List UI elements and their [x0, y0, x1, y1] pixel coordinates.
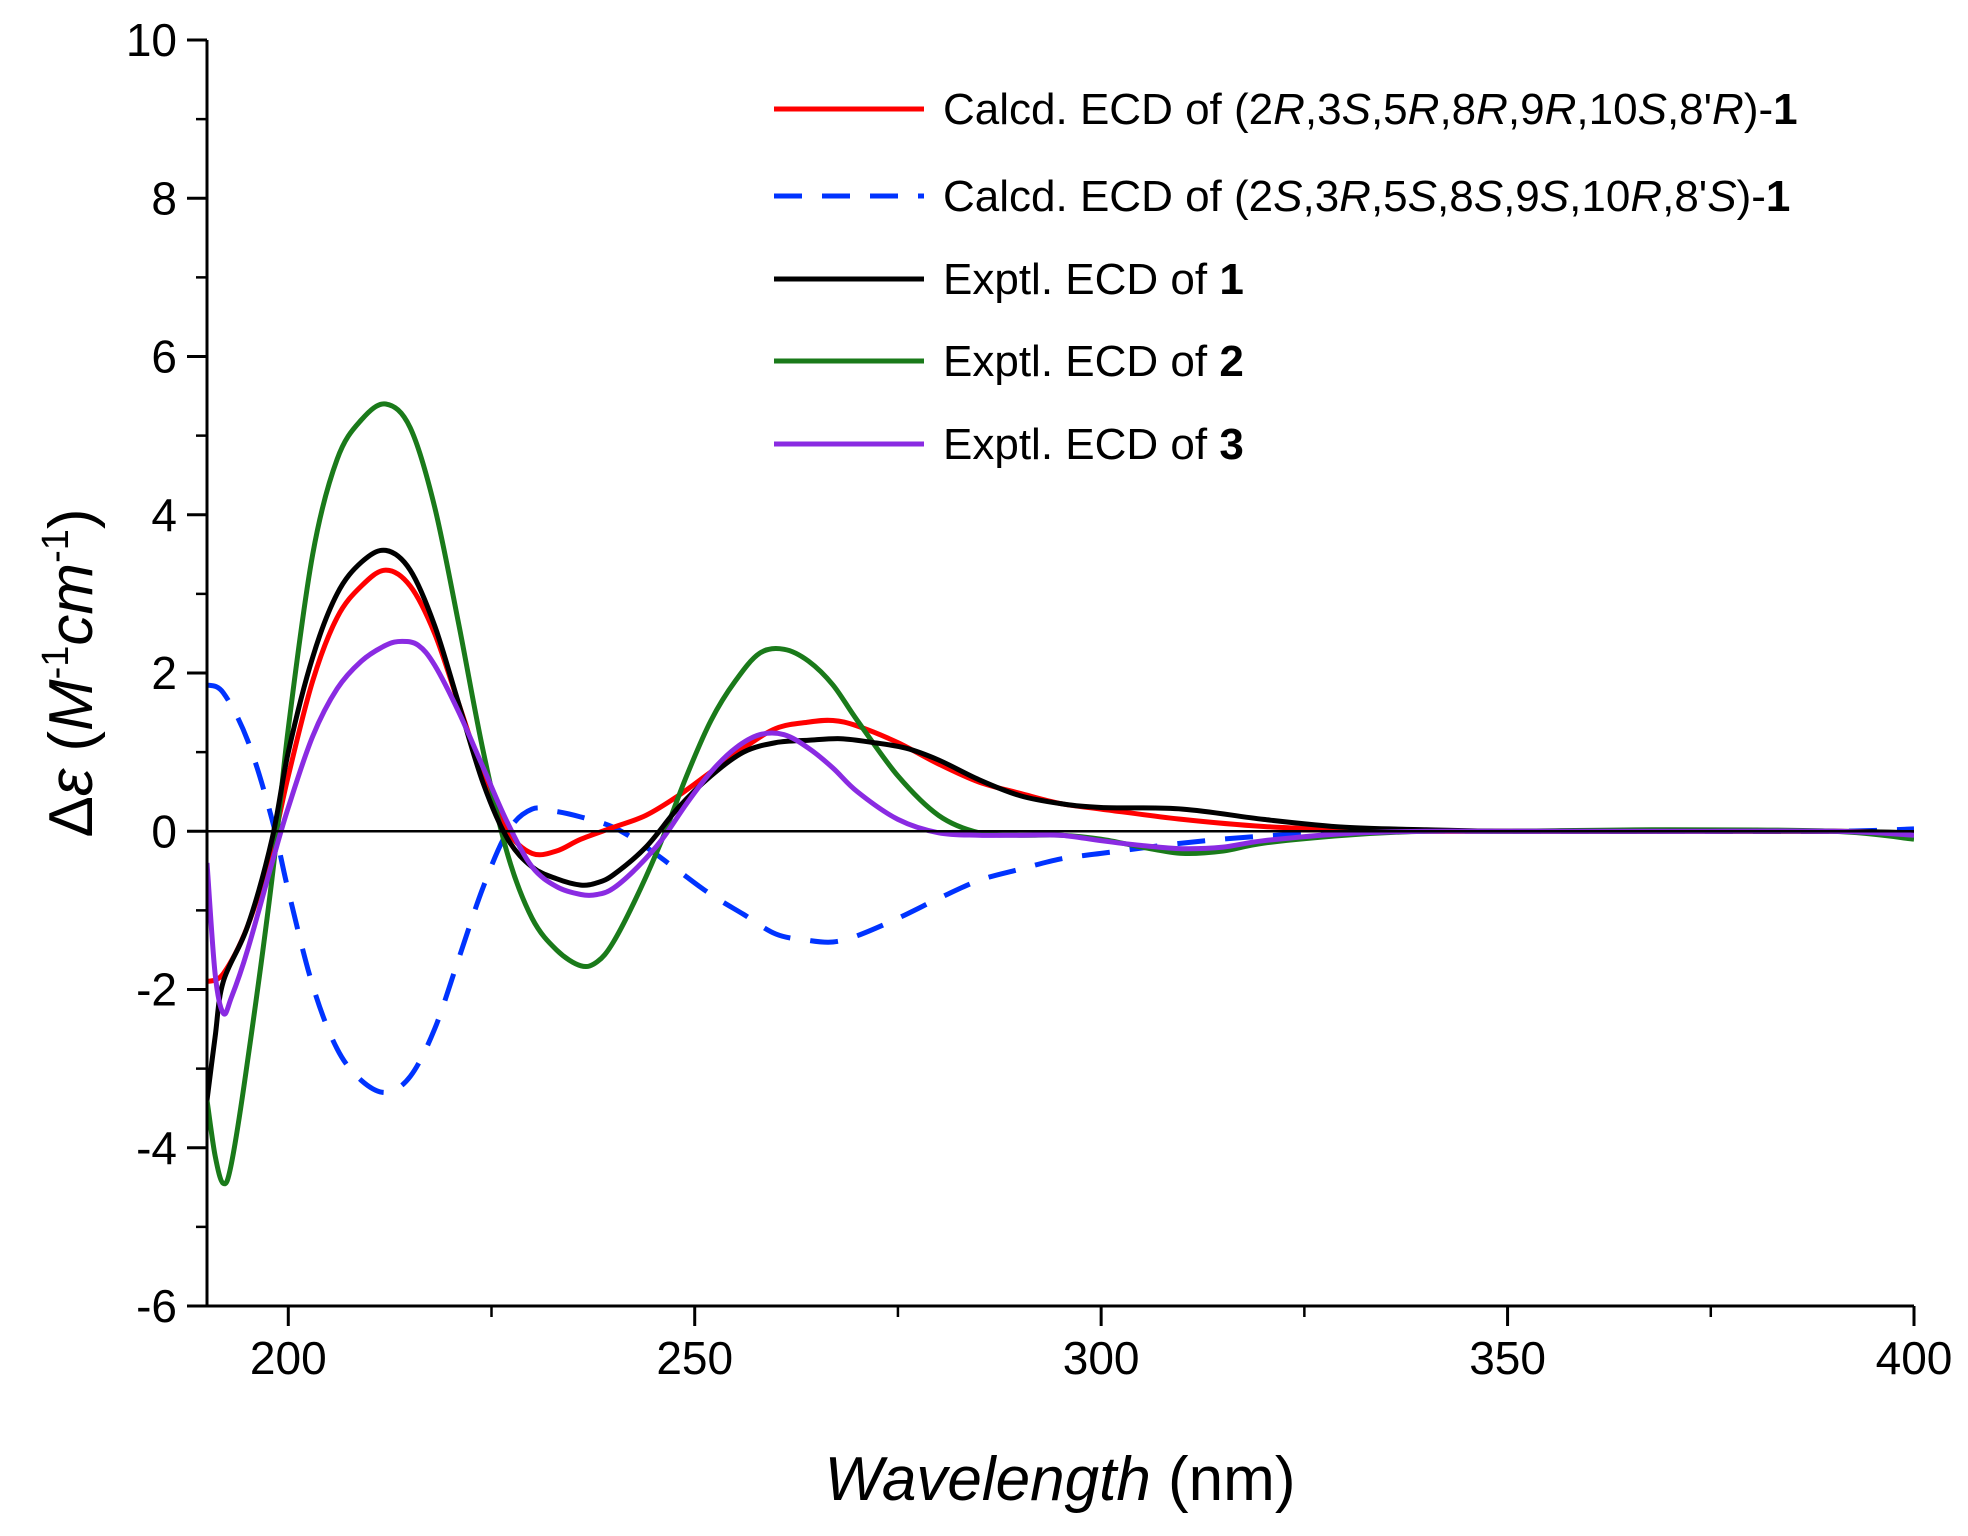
y-tick-label: 2 [151, 647, 177, 699]
series-line-3 [207, 401, 1914, 1187]
y-axis-title-exp1: -1 [35, 646, 77, 680]
y-axis-title-close: ) [37, 508, 106, 529]
series-line-0 [207, 567, 1914, 985]
legend-label-2: Exptl. ECD of 1 [943, 255, 1244, 304]
legend-label-1: Calcd. ECD of (2S,3R,5S,8S,9S,10R,8'S)-1 [943, 172, 1790, 221]
y-tick-label: 4 [151, 489, 177, 541]
x-axis-title: Wavelength (nm) [825, 1445, 1296, 1514]
y-axis-title-exp2: -1 [35, 529, 77, 563]
y-tick-label: 10 [126, 14, 177, 66]
y-axis-title-m: M [37, 679, 106, 731]
y-tick-label: 8 [151, 172, 177, 224]
legend: Calcd. ECD of (2R,3S,5R,8R,9R,10S,8'R)-1… [774, 85, 1798, 469]
series-layer [207, 401, 1914, 1187]
y-axis-title-delta: Δ [37, 796, 106, 837]
x-tick-label: 400 [1876, 1332, 1953, 1384]
x-tick-label: 350 [1469, 1332, 1546, 1384]
y-axis-title-epsilon: ε [37, 768, 106, 796]
y-axis-title-cm: cm [37, 563, 106, 646]
legend-label-4: Exptl. ECD of 3 [943, 420, 1244, 469]
y-tick-label: -2 [136, 964, 177, 1016]
axes-layer: -6 -4 -2 0 2 4 6 8 10 200 250 300 350 400 [126, 14, 1953, 1384]
y-tick-label: -6 [136, 1280, 177, 1332]
y-tick-label: 6 [151, 331, 177, 383]
y-axis-title-open: ( [37, 731, 106, 769]
y-tick-label: -4 [136, 1122, 177, 1174]
series-line-2 [207, 547, 1914, 1101]
y-tick-label: 0 [151, 805, 177, 857]
legend-label-3: Exptl. ECD of 2 [943, 337, 1244, 386]
x-tick-label: 200 [250, 1332, 327, 1384]
x-tick-label: 300 [1063, 1332, 1140, 1384]
series-line-4 [207, 638, 1914, 1017]
y-axis-title: Δε (M-1cm-1) [35, 508, 106, 837]
x-axis-title-italic: Wavelength [825, 1445, 1151, 1514]
x-axis-title-unit: (nm) [1151, 1445, 1296, 1514]
legend-label-0: Calcd. ECD of (2R,3S,5R,8R,9R,10S,8'R)-1 [943, 85, 1798, 134]
series-line-1 [207, 682, 1914, 1095]
x-tick-label: 250 [656, 1332, 733, 1384]
